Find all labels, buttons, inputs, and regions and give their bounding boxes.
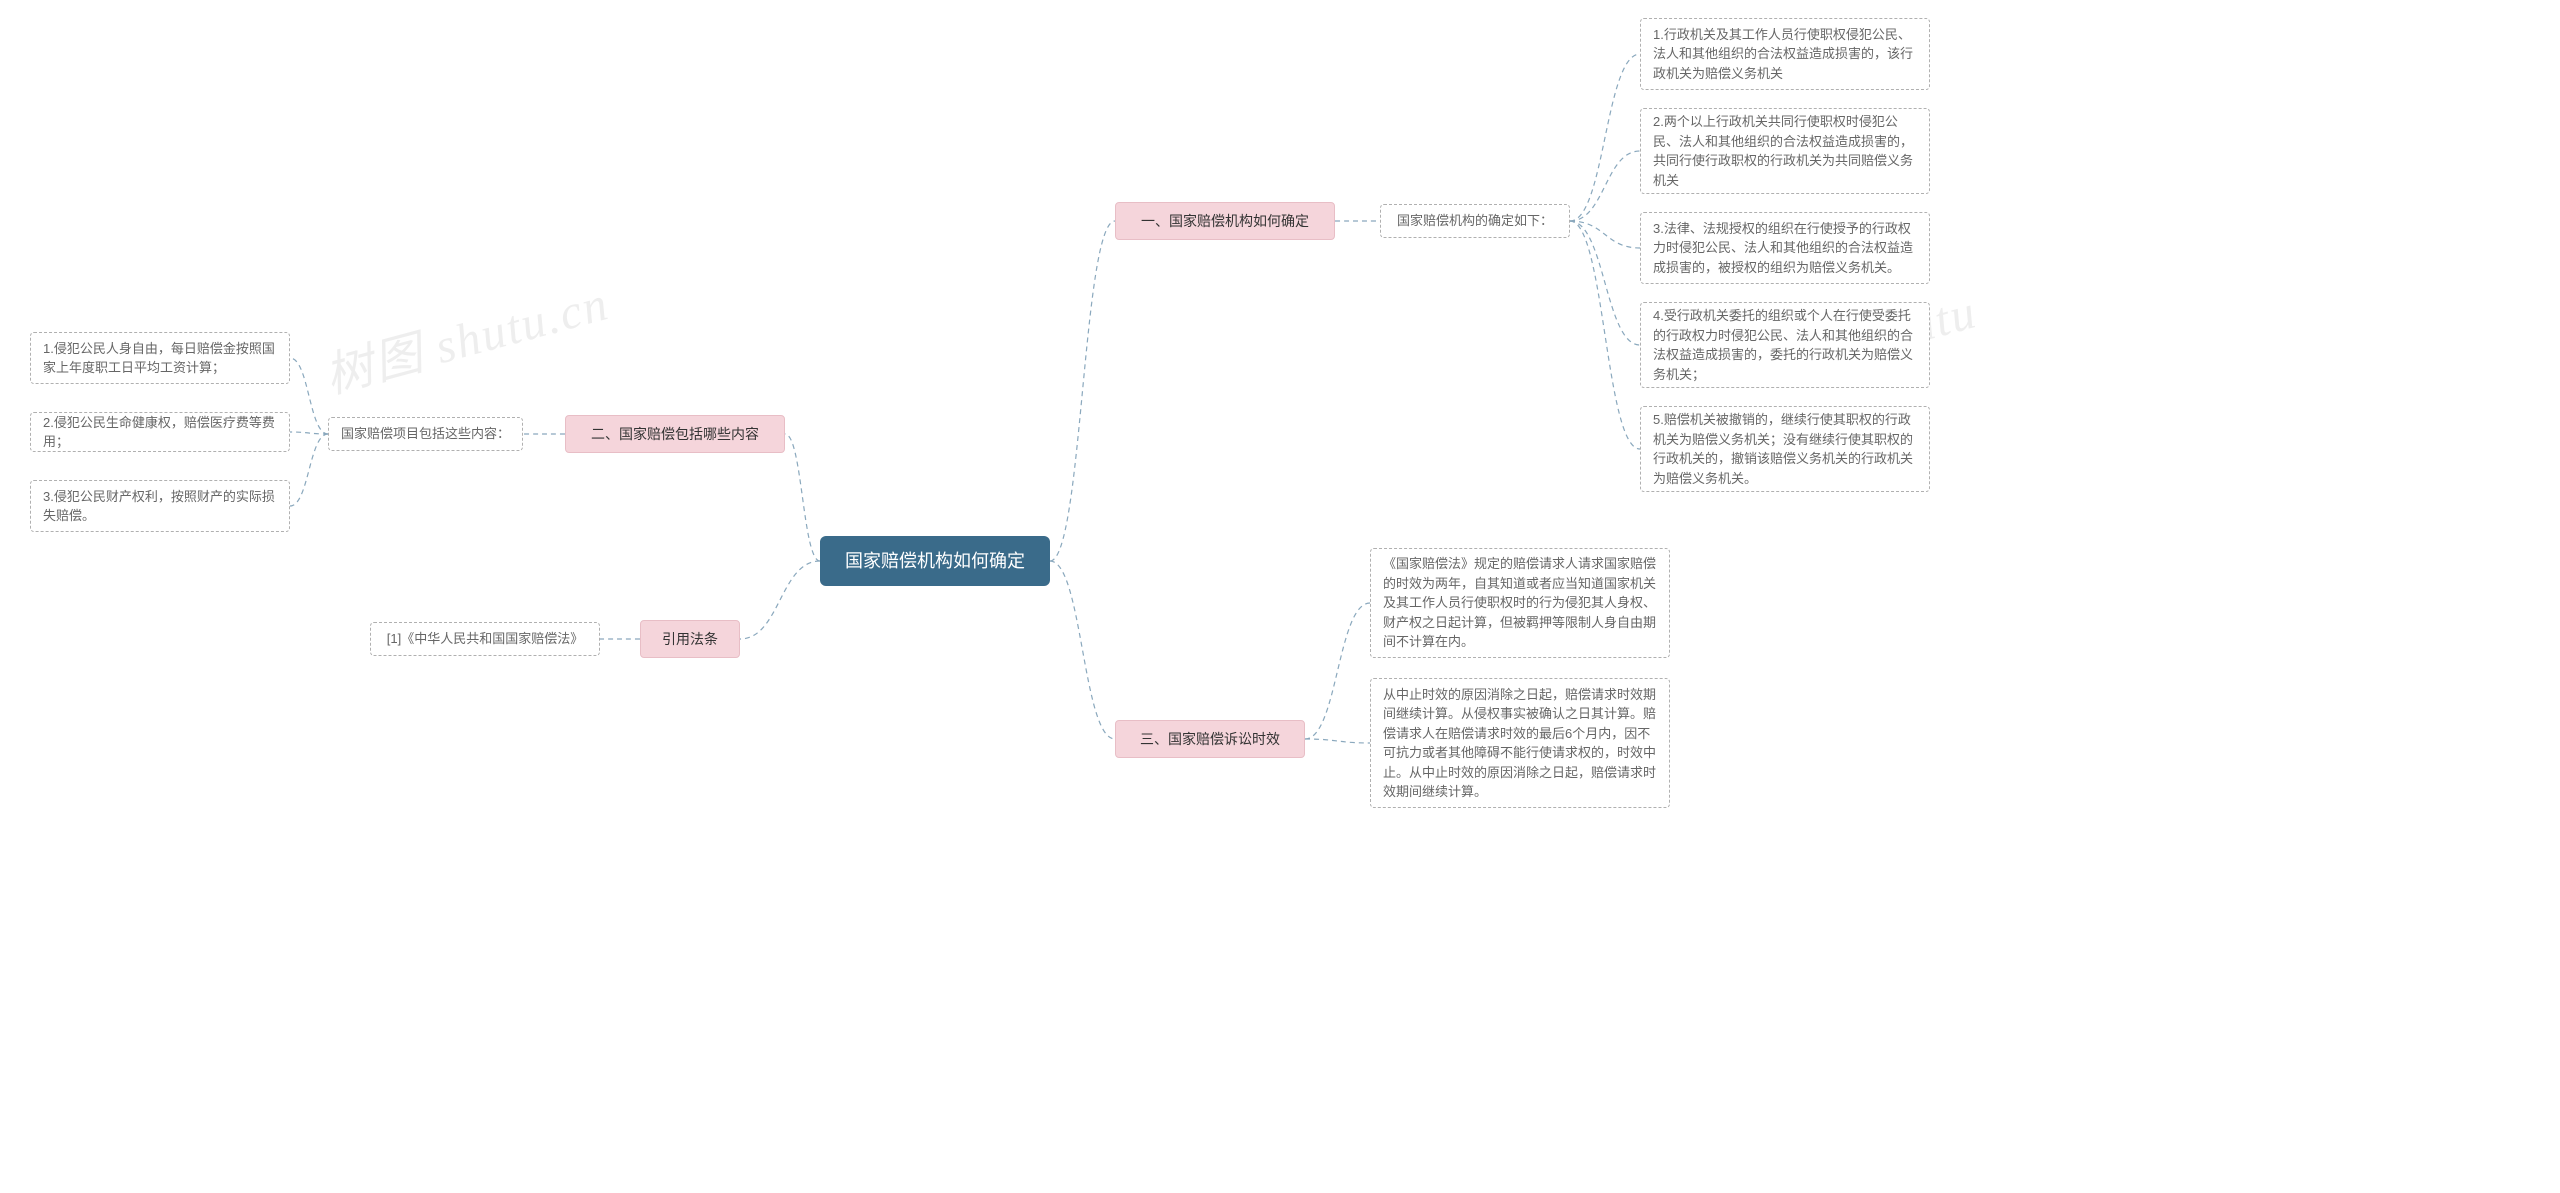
connector-layer — [0, 0, 2560, 1193]
leaf-4-1: [1]《中华人民共和国国家赔偿法》 — [370, 622, 600, 656]
branch-2-sub[interactable]: 国家赔偿项目包括这些内容： — [328, 417, 523, 451]
leaf-2-3: 3.侵犯公民财产权利，按照财产的实际损失赔偿。 — [30, 480, 290, 532]
watermark-1: 树图 shutu.cn — [316, 263, 616, 406]
leaf-1-5: 5.赔偿机关被撤销的，继续行使其职权的行政机关为赔偿义务机关；没有继续行使其职权… — [1640, 406, 1930, 492]
leaf-2-2: 2.侵犯公民生命健康权，赔偿医疗费等费用； — [30, 412, 290, 452]
branch-4[interactable]: 引用法条 — [640, 620, 740, 658]
root-node[interactable]: 国家赔偿机构如何确定 — [820, 536, 1050, 586]
leaf-2-1: 1.侵犯公民人身自由，每日赔偿金按照国家上年度职工日平均工资计算； — [30, 332, 290, 384]
branch-1[interactable]: 一、国家赔偿机构如何确定 — [1115, 202, 1335, 240]
leaf-3-2: 从中止时效的原因消除之日起，赔偿请求时效期间继续计算。从侵权事实被确认之日其计算… — [1370, 678, 1670, 808]
branch-2[interactable]: 二、国家赔偿包括哪些内容 — [565, 415, 785, 453]
branch-1-sub[interactable]: 国家赔偿机构的确定如下： — [1380, 204, 1570, 238]
leaf-1-3: 3.法律、法规授权的组织在行使授予的行政权力时侵犯公民、法人和其他组织的合法权益… — [1640, 212, 1930, 284]
leaf-1-2: 2.两个以上行政机关共同行使职权时侵犯公民、法人和其他组织的合法权益造成损害的，… — [1640, 108, 1930, 194]
leaf-3-1: 《国家赔偿法》规定的赔偿请求人请求国家赔偿的时效为两年，自其知道或者应当知道国家… — [1370, 548, 1670, 658]
branch-3[interactable]: 三、国家赔偿诉讼时效 — [1115, 720, 1305, 758]
leaf-1-4: 4.受行政机关委托的组织或个人在行使受委托的行政权力时侵犯公民、法人和其他组织的… — [1640, 302, 1930, 388]
leaf-1-1: 1.行政机关及其工作人员行使职权侵犯公民、法人和其他组织的合法权益造成损害的，该… — [1640, 18, 1930, 90]
